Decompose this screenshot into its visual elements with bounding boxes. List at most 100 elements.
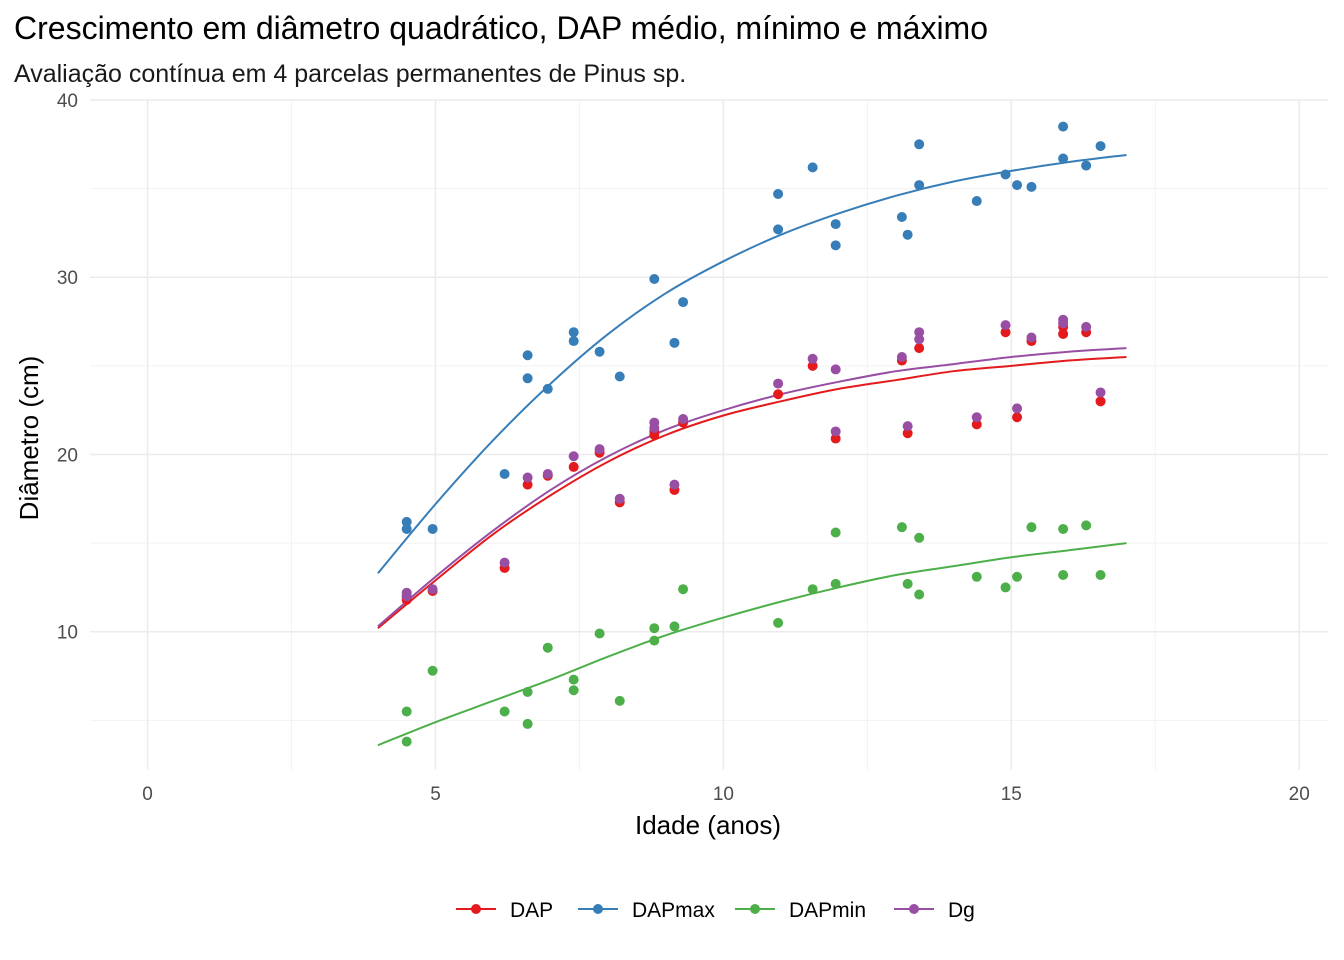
point-dapmin [1081,520,1092,531]
point-dapmin [401,706,412,717]
point-dapmax [522,350,533,361]
point-dapmin [914,589,925,600]
x-tick-label: 0 [142,784,153,805]
point-dg [669,479,680,490]
point-dapmax [914,180,925,191]
legend-label-dg: Dg [948,899,975,922]
x-tick-label: 10 [713,784,734,805]
point-dapmax [614,371,625,382]
point-dapmin [427,665,438,676]
point-dap [1058,328,1069,339]
point-dg [678,414,689,425]
point-dapmax [807,162,818,173]
point-dap [1095,396,1106,407]
point-dapmax [401,516,412,527]
point-dapmax [594,346,605,357]
chart-subtitle: Avaliação contínua em 4 parcelas permane… [14,60,687,88]
y-tick-label: 10 [57,623,78,644]
point-dapmax [971,196,982,207]
point-dapmin [568,674,579,685]
point-dapmin [1026,522,1037,533]
point-dapmin [807,584,818,595]
point-dapmin [902,578,913,589]
point-dap [568,461,579,472]
point-dapmin [522,687,533,698]
point-dapmin [914,532,925,543]
point-dg [902,421,913,432]
point-dap [807,360,818,371]
fit-lines [377,153,1127,747]
point-dg [1000,320,1011,331]
point-dg [896,352,907,363]
point-dapmax [773,188,784,199]
point-dapmin [401,736,412,747]
point-dapmax [542,383,553,394]
legend-key-point [750,904,760,914]
point-dg [427,584,438,595]
point-dg [971,412,982,423]
point-dapmin [649,623,660,634]
legend: DAP DAPmax DAPmin Dg [456,899,975,922]
point-dapmin [1000,582,1011,593]
point-dapmax [568,327,579,338]
point-dg [568,451,579,462]
y-axis-title: Diâmetro (cm) [14,356,44,521]
point-dg [1026,332,1037,343]
point-dapmin [669,621,680,632]
point-dapmax [773,224,784,235]
point-dap [1012,412,1023,423]
y-tick-label: 20 [57,445,78,466]
point-dapmax [896,211,907,222]
point-dg [522,472,533,483]
point-dg [649,422,660,433]
point-dap [914,343,925,354]
point-dg [401,591,412,602]
point-dapmin [542,642,553,653]
x-axis-title: Idade (anos) [635,810,781,840]
point-dapmax [522,373,533,384]
point-dg [914,334,925,345]
point-dg [499,557,510,568]
point-dap [1000,327,1011,338]
tick-labels: 0 5 10 15 20 10 20 30 40 [57,91,1310,805]
fit-line-dap [377,356,1127,629]
point-dapmax [1081,160,1092,171]
point-dapmax [649,274,660,285]
point-dg [773,378,784,389]
point-dapmin [522,718,533,729]
point-dapmax [1058,153,1069,164]
point-dap [830,433,841,444]
point-dapmin [830,578,841,589]
legend-key-point [909,904,919,914]
point-dapmax [830,219,841,230]
point-dap [902,428,913,439]
point-dg [914,327,925,338]
point-dg [830,426,841,437]
point-dapmax [1095,141,1106,152]
point-dapmin [1095,570,1106,581]
point-dapmax [1026,181,1037,192]
fit-line-dapmax [377,153,1127,574]
point-dapmin [1058,523,1069,534]
x-tick-label: 20 [1289,784,1310,805]
point-dapmax [1058,121,1069,132]
chart-title: Crescimento em diâmetro quadrático, DAP … [14,10,988,46]
point-dap [971,419,982,430]
legend-key-point [471,904,481,914]
x-tick-label: 5 [430,784,441,805]
point-dap [522,479,533,490]
point-dapmax [499,468,510,479]
data-points [401,121,1106,747]
legend-label-dap: DAP [510,899,553,922]
point-dapmin [649,635,660,646]
point-dg [1012,403,1023,414]
x-tick-label: 15 [1001,784,1022,805]
point-dapmin [1012,571,1023,582]
point-dg [1095,387,1106,398]
point-dapmin [594,628,605,639]
point-dapmin [896,522,907,533]
point-dg [594,444,605,455]
point-dapmin [830,527,841,538]
point-dg [1058,318,1069,329]
